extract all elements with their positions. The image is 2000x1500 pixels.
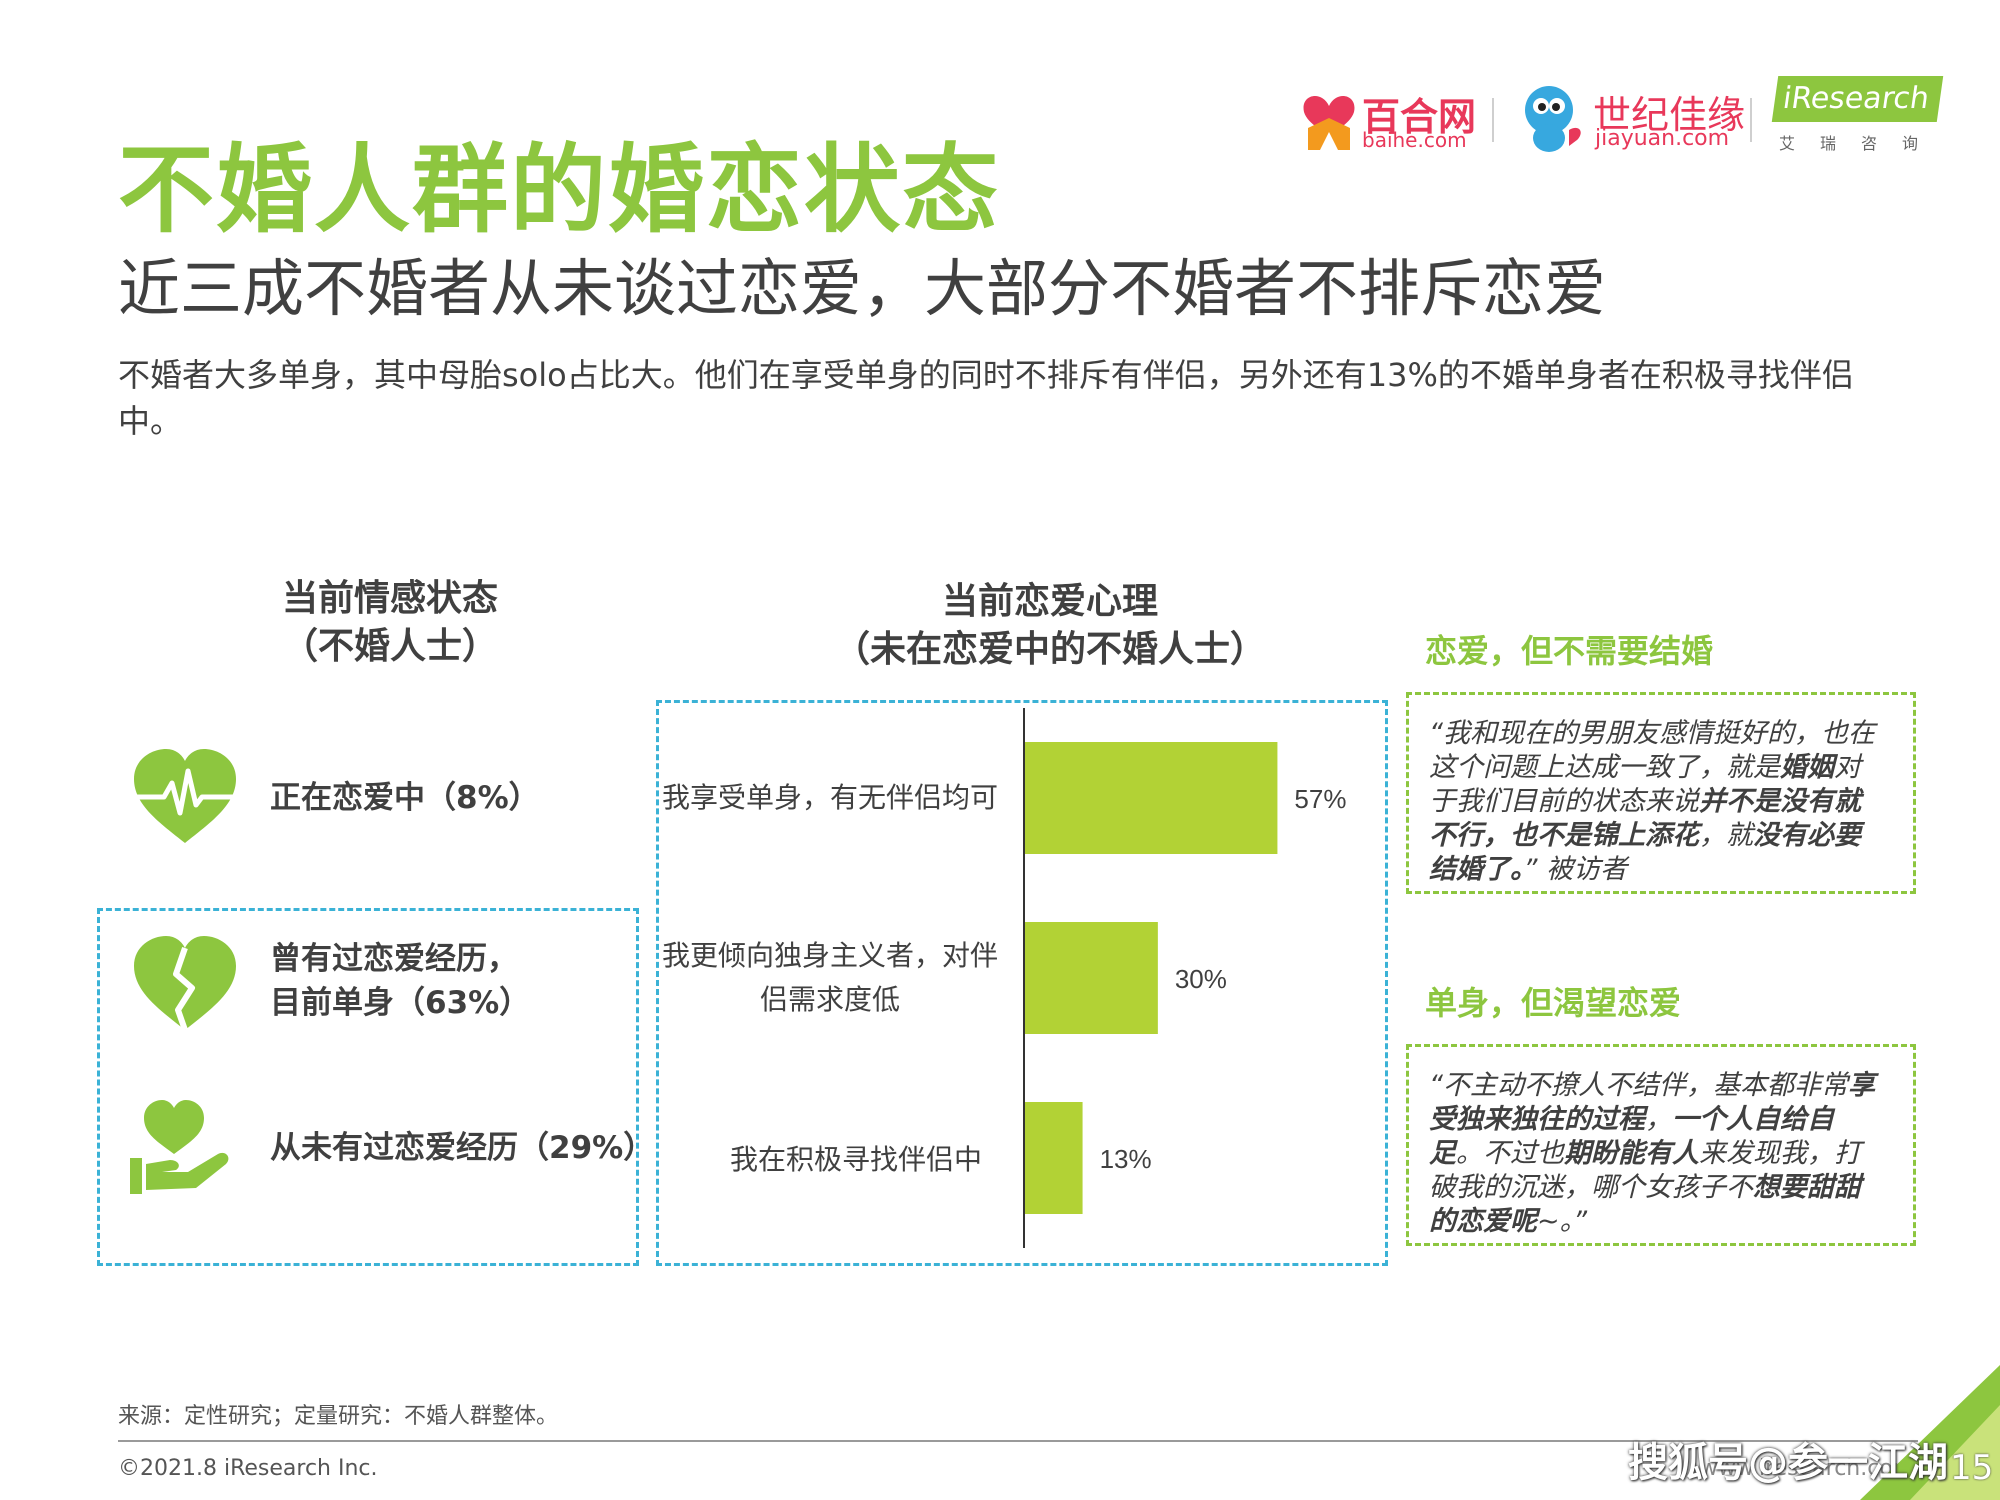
jiayuan-logo-domain: jiayuan.com <box>1595 126 1730 151</box>
bar-category-label: 我享受单身，有无伴侣均可 <box>660 776 1000 820</box>
emotional-status-heading-line1: 当前情感状态 <box>281 578 498 619</box>
quote-text-love-no-marriage: “我和现在的男朋友感情挺好的，也在这个问题上达成一致了，就是婚姻对于我们目前的状… <box>1429 718 1875 885</box>
status-in-love: 正在恋爱中（8%） <box>270 776 540 820</box>
emotional-status-heading: 当前情感状态 （不婚人士） <box>200 575 580 671</box>
bar-category-label: 我在积极寻找伴侣中 <box>686 1138 1026 1182</box>
broken-heart-icon <box>130 930 240 1040</box>
chart-value-label: 13% <box>1100 1144 1152 1174</box>
baihe-logo-domain: baihe.com <box>1362 128 1467 152</box>
quote-segment: 来发现我，打破我的沉迷，哪个女孩子不 <box>1429 1138 1861 1203</box>
quote-segment: ~。” <box>1537 1206 1588 1237</box>
iresearch-logo: iResearch 艾瑞咨询 <box>1771 72 1945 157</box>
corner-decoration <box>1860 1365 2000 1500</box>
emotional-status-heading-line2: （不婚人士） <box>281 626 498 667</box>
quote-heading-single-wants-love: 单身，但渴望恋爱 <box>1425 984 1682 1022</box>
jiayuan-logo: 世纪佳缘 jiayuan.com <box>1515 80 1745 160</box>
copyright: ©2021.8 iResearch Inc. <box>118 1456 378 1481</box>
chart-value-label: 30% <box>1175 964 1227 994</box>
baihe-logo: 百合网 baihe.com <box>1300 88 1490 152</box>
bar-category-label-line2: 侣需求度低 <box>759 983 900 1016</box>
bar-category-label-line1: 我在积极寻找伴侣中 <box>729 1143 982 1176</box>
heart-in-hand-icon <box>126 1092 236 1202</box>
chart-frame-box <box>656 700 1388 1266</box>
page-number: 15 <box>1950 1448 1994 1488</box>
baihe-logo-name: 百合网 <box>1362 95 1477 139</box>
page-title: 不婚人群的婚恋状态 <box>118 134 1000 246</box>
quote-segment: 期盼能有人 <box>1564 1138 1699 1169</box>
highlight-box-single <box>97 908 639 1266</box>
chart-bar <box>1025 922 1158 1034</box>
jiayuan-logo-name: 世纪佳缘 <box>1593 93 1746 137</box>
page-description: 不婚者大多单身，其中母胎solo占比大。他们在享受单身的同时不排斥有伴侣，另外还… <box>118 356 1854 440</box>
status-single-with-experience-line2: 目前单身（63%） <box>270 985 531 1021</box>
iresearch-logo-cn: 艾瑞咨询 <box>1779 134 1944 153</box>
status-single-with-experience-line1: 曾有过恋爱经历， <box>270 941 518 977</box>
love-mindset-bar-chart-svg: 57% 30% 13% <box>1023 708 1346 1248</box>
baihe-heart-icon <box>1303 95 1355 150</box>
status-single-with-experience: 曾有过恋爱经历， 目前单身（63%） <box>270 937 530 1025</box>
quote-segment: 享受独来独往的过程 <box>1429 1070 1875 1135</box>
chart-bar <box>1025 742 1278 854</box>
bar-category-label-line1: 我更倾向独身主义者，对伴 <box>661 939 998 972</box>
quote-segment: ， <box>1645 1104 1672 1135</box>
footer-divider <box>118 1440 1918 1442</box>
quote-box-single-wants-love: “不主动不撩人不结伴，基本都非常享受独来独往的过程，一个人自给自足。不过也期盼能… <box>1406 1044 1916 1246</box>
iresearch-logo-name: iResearch <box>1771 76 1944 122</box>
heartbeat-heart-icon <box>130 745 240 855</box>
quote-segment: ” 被访者 <box>1523 854 1628 885</box>
logo-separator <box>1750 98 1752 142</box>
jiayuan-mascot-icon <box>1525 86 1581 152</box>
source-note: 来源：定性研究；定量研究：不婚人群整体。 <box>118 1404 559 1429</box>
quote-segment: “我和现在的男朋友感情挺好的，也在这个问题上达成一致了，就是 <box>1429 718 1875 783</box>
chart-value-label: 57% <box>1294 784 1346 814</box>
quote-box-love-no-marriage: “我和现在的男朋友感情挺好的，也在这个问题上达成一致了，就是婚姻对于我们目前的状… <box>1406 692 1916 894</box>
quote-segment: 并不是没有就不行，也不是锦上添花 <box>1429 786 1861 851</box>
quote-segment: 。不过也 <box>1456 1138 1564 1169</box>
quote-text-single-wants-love: “不主动不撩人不结伴，基本都非常享受独来独往的过程，一个人自给自足。不过也期盼能… <box>1429 1070 1875 1237</box>
quote-segment: 婚姻 <box>1780 752 1834 783</box>
bar-category-label: 我更倾向独身主义者，对伴 侣需求度低 <box>660 934 1000 1022</box>
love-mindset-heading-line2: （未在恋爱中的不婚人士） <box>833 629 1266 670</box>
love-mindset-heading: 当前恋爱心理 （未在恋爱中的不婚人士） <box>760 578 1340 674</box>
bar-category-label-line1: 我享受单身，有无伴侣均可 <box>661 781 998 814</box>
quote-segment: ，就 <box>1699 820 1753 851</box>
quote-segment: 一个人自给自足 <box>1429 1104 1834 1169</box>
chart-bar <box>1025 1102 1083 1214</box>
quote-segment: “不主动不撩人不结伴，基本都非常 <box>1429 1070 1848 1101</box>
quote-segment: 想要甜甜的恋爱呢 <box>1429 1172 1861 1237</box>
logo-separator <box>1492 98 1494 142</box>
quote-segment: 没有必要结婚了。 <box>1429 820 1861 885</box>
quote-segment: 对于我们目前的状态来说 <box>1429 752 1861 817</box>
page-subtitle: 近三成不婚者从未谈过恋爱，大部分不婚者不排斥恋爱 <box>118 252 1607 325</box>
love-mindset-bar-chart: 57% 30% 13% 我享受单身，有无伴侣均可 我更倾向独身主义者，对伴 侣需求度… <box>656 700 1388 1266</box>
watermark: 搜狐号@参一江湖 <box>1628 1440 1948 1486</box>
status-in-love-label: 正在恋爱中（8%） <box>270 780 540 816</box>
status-never-in-love-label: 从未有过恋爱经历（29%） <box>270 1130 655 1166</box>
status-never-in-love: 从未有过恋爱经历（29%） <box>270 1126 654 1170</box>
love-mindset-heading-line1: 当前恋爱心理 <box>941 581 1158 622</box>
quote-heading-love-no-marriage: 恋爱，但不需要结婚 <box>1425 632 1714 670</box>
